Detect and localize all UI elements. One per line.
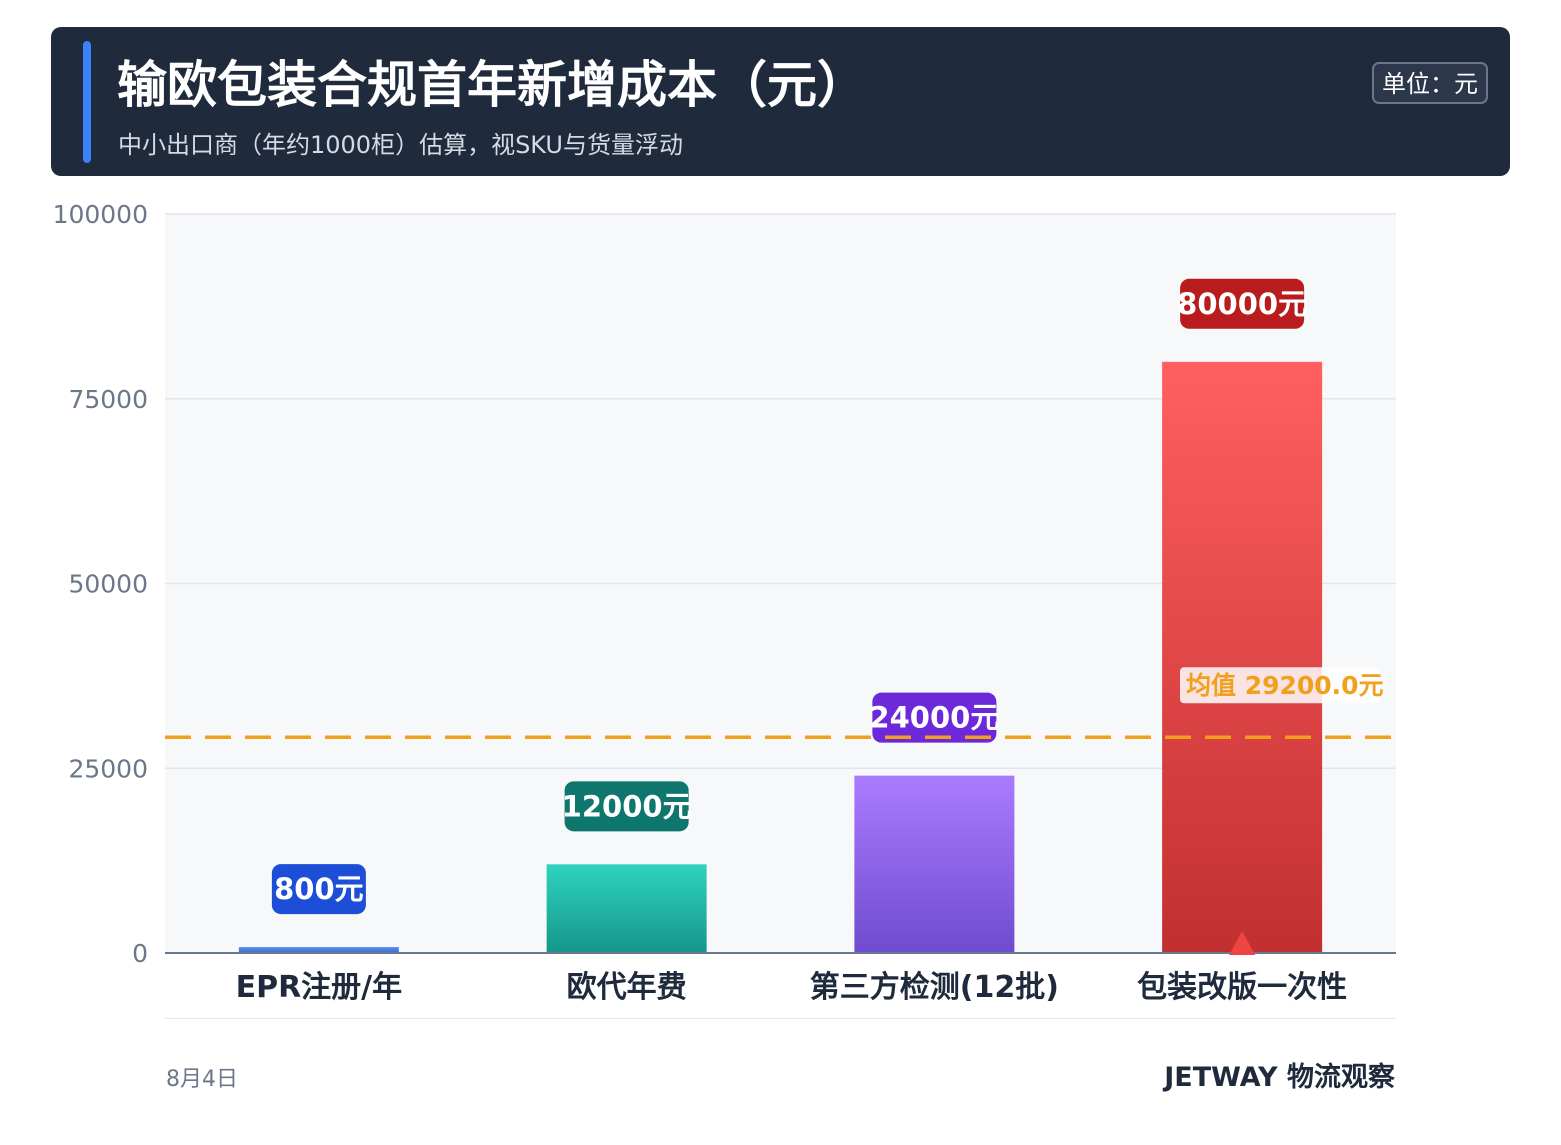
header-panel: 输欧包装合规首年新增成本（元） 中小出口商（年约1000柜）估算，视SKU与货量… <box>51 27 1510 176</box>
bar-1[interactable] <box>238 947 399 953</box>
y-tick-label: 50000 <box>68 570 148 599</box>
chart-title: 输欧包装合规首年新增成本（元） <box>117 56 867 114</box>
value-label: 24000元 <box>869 701 999 735</box>
value-label-badge <box>872 692 997 743</box>
y-tick-label: 75000 <box>68 385 148 414</box>
value-label: 800元 <box>274 872 364 906</box>
bar-4[interactable] <box>1162 361 1323 953</box>
footer-date: 8月4日 <box>166 1067 238 1092</box>
chart-subtitle: 中小出口商（年约1000柜）估算，视SKU与货量浮动 <box>118 131 683 159</box>
x-category-label: 包装改版一次性 <box>1137 970 1347 1005</box>
value-label: 80000元 <box>1177 287 1307 321</box>
value-label-badge <box>271 864 366 915</box>
x-category-label: 欧代年费 <box>567 970 687 1005</box>
value-label: 12000元 <box>562 789 692 823</box>
y-tick-label: 25000 <box>68 754 148 783</box>
unit-badge: 单位：元 <box>1372 62 1488 104</box>
value-label-badge <box>1180 278 1305 329</box>
footer-divider <box>165 1018 1396 1019</box>
bar-3[interactable] <box>854 775 1015 953</box>
max-marker-icon <box>1229 931 1256 955</box>
x-category-label: 第三方检测(12批) <box>810 970 1059 1005</box>
mean-label-bg <box>1180 667 1380 704</box>
footer-brand: JETWAY 物流观察 <box>1164 1062 1395 1093</box>
y-tick-label: 0 <box>132 939 148 968</box>
bar-2[interactable] <box>546 864 707 953</box>
header-accent-bar <box>83 41 91 163</box>
x-category-label: EPR注册/年 <box>236 970 403 1005</box>
mean-label: 均值 29200.0元 <box>1186 671 1384 700</box>
y-tick-label: 100000 <box>53 200 148 229</box>
value-label-badge <box>564 781 689 832</box>
